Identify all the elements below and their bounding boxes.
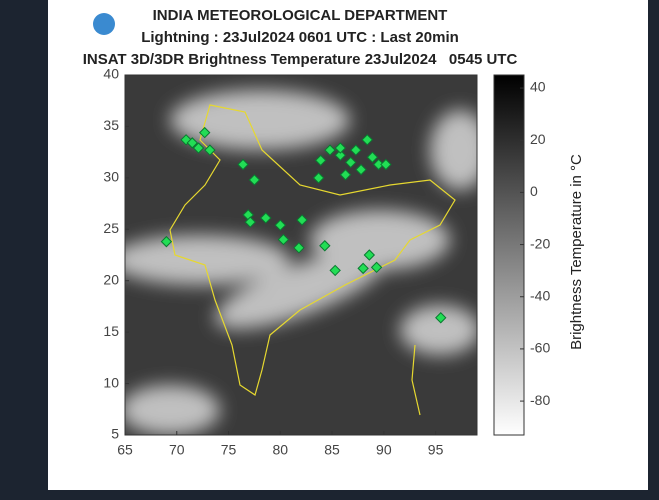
y-tick-label: 10	[103, 374, 119, 390]
lightning-marker	[344, 156, 357, 169]
x-tick-label: 65	[117, 442, 133, 458]
colorbar-tick-label: 40	[530, 79, 546, 95]
colorbar	[493, 74, 525, 436]
colorbar-tick-label: 0	[530, 183, 538, 199]
lightning-marker	[244, 216, 256, 228]
lightning-marker	[357, 262, 369, 275]
lightning-marker	[204, 144, 216, 156]
lightning-marker	[363, 249, 376, 261]
lightning-marker	[334, 142, 347, 154]
lightning-marker	[312, 172, 325, 184]
lightning-marker	[370, 261, 383, 274]
lightning-marker	[274, 219, 287, 231]
lightning-marker	[366, 151, 379, 163]
lightning-marker	[296, 214, 308, 226]
lightning-marker	[334, 149, 347, 161]
y-tick-label: 20	[103, 271, 119, 287]
y-tick-label: 25	[103, 220, 119, 236]
lightning-marker	[248, 174, 261, 186]
subtitle: Lightning : 23Jul2024 0601 UTC : Last 20…	[141, 29, 459, 46]
colorbar-tick-label: -60	[530, 340, 550, 356]
lightning-marker	[350, 144, 362, 156]
colorbar-tick-label: -20	[530, 235, 550, 251]
y-tick-label: 15	[103, 323, 119, 339]
title: INDIA METEOROLOGICAL DEPARTMENT	[153, 7, 448, 24]
lightning-marker	[329, 264, 341, 277]
lightning-marker	[355, 163, 367, 176]
lightning-marker	[199, 126, 211, 139]
lightning-marker	[361, 134, 373, 146]
lightning-marker	[260, 212, 272, 224]
lightning-marker	[277, 233, 290, 246]
lightning-marker	[319, 240, 331, 252]
colorbar-tick-label: -40	[530, 287, 550, 303]
x-tick-label: 75	[221, 442, 237, 458]
lightning-marker	[339, 169, 352, 181]
y-tick-label: 35	[103, 117, 119, 133]
y-tick-label: 40	[103, 66, 119, 82]
lightning-marker	[186, 137, 199, 149]
x-tick-label: 85	[324, 442, 340, 458]
lightning-marker	[160, 235, 173, 248]
satellite-image	[125, 75, 477, 435]
lightning-marker	[314, 154, 327, 167]
y-tick-label: 30	[103, 169, 119, 185]
colorbar-tick-label: 20	[530, 131, 546, 147]
x-tick-label: 70	[169, 442, 185, 458]
colorbar-label: Brightness Temperature in °C	[568, 154, 585, 350]
plot-frame	[124, 74, 478, 436]
product-title: INSAT 3D/3DR Brightness Temperature 23Ju…	[83, 51, 518, 68]
lightning-marker	[380, 158, 392, 171]
lightning-marker	[237, 158, 249, 171]
x-tick-label: 95	[428, 442, 444, 458]
lightning-marker	[293, 242, 305, 254]
colorbar-tick-label: -80	[530, 392, 550, 408]
lightning-marker	[192, 142, 205, 154]
lightning-marker	[435, 312, 447, 324]
y-tick-label: 5	[111, 426, 119, 442]
x-tick-label: 90	[376, 442, 392, 458]
lightning-marker	[324, 144, 336, 156]
x-tick-label: 80	[273, 442, 289, 458]
logo	[93, 13, 115, 35]
